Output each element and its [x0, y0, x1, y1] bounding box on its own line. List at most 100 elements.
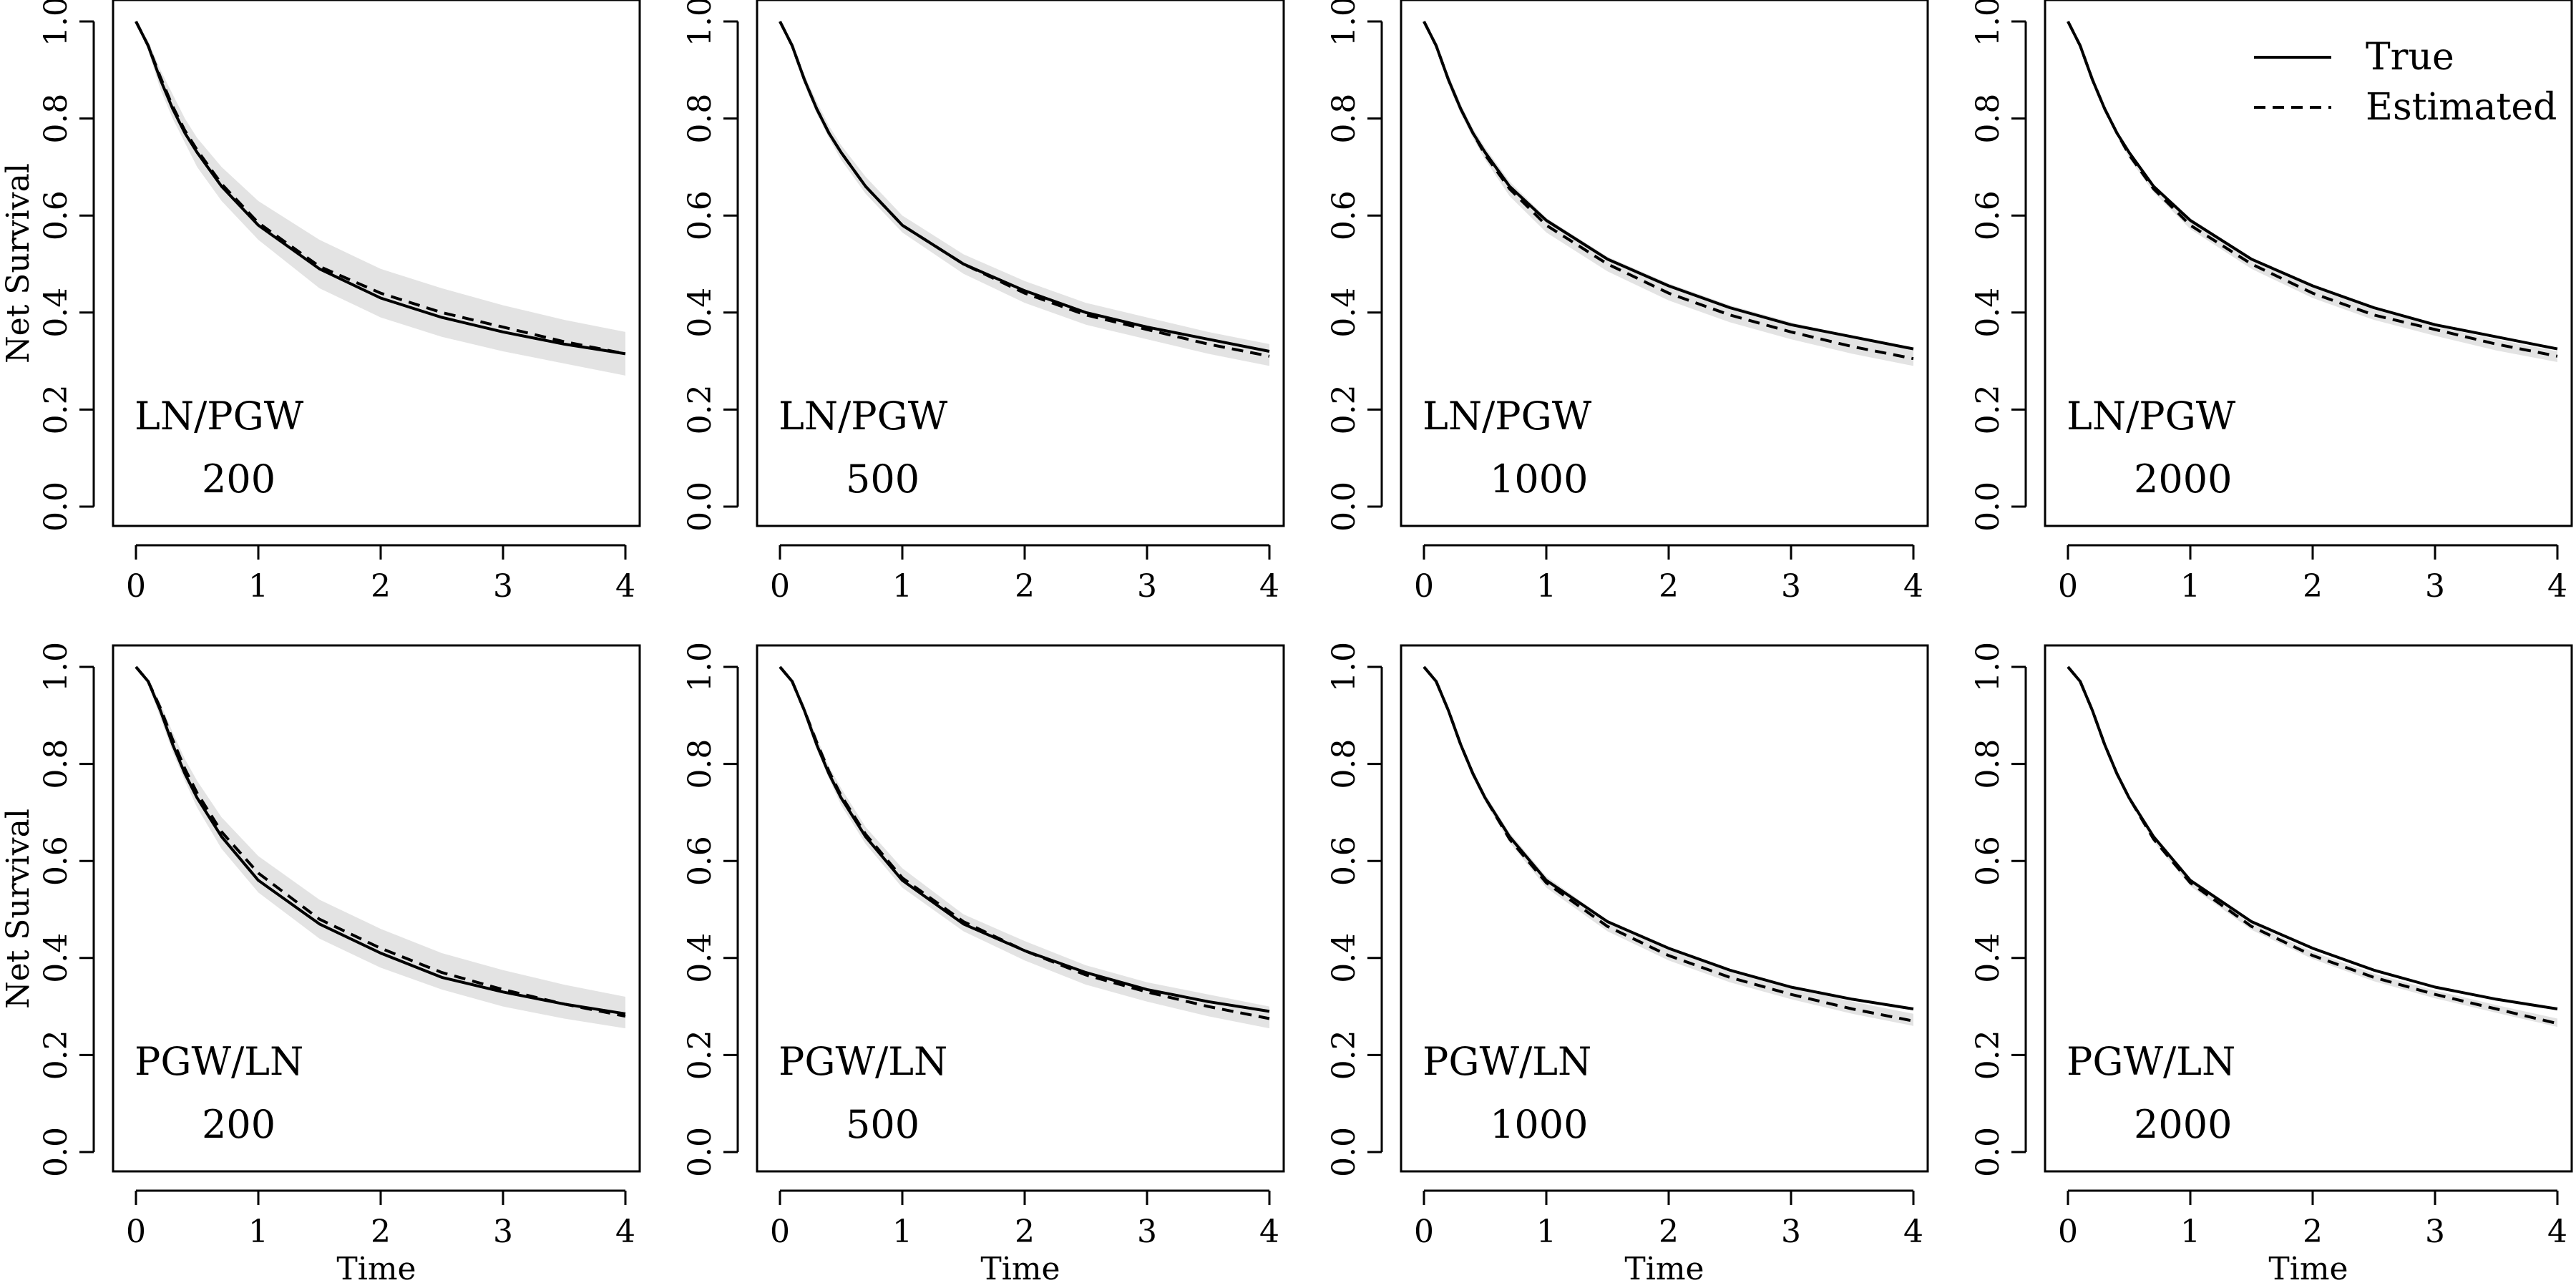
estimated-line: [779, 21, 1270, 358]
panel-sample-size: 200: [202, 457, 275, 502]
panel-2: 0.0 0.2 0.4 0.6 0.8 1.0 0 1 2 3 4 LN/PGW 500: [682, 0, 1285, 605]
x-tick-label: 2: [1015, 1214, 1035, 1250]
true-line: [135, 21, 626, 356]
x-tick-label: 0: [1414, 1214, 1434, 1250]
x-tick-label: 2: [1015, 568, 1035, 605]
y-tick-label: 1.0: [1326, 642, 1362, 692]
y-tick-label: 0.4: [1326, 933, 1362, 983]
panel-1: 0.0 0.2 0.4 0.6 0.8 1.0 0 1 2 3 4 LN/PGW 200: [38, 0, 641, 605]
y-tick-label: 1.0: [682, 0, 718, 47]
x-axis-label: Time: [980, 1251, 1060, 1287]
y-tick-label: 0.4: [1326, 288, 1362, 338]
panel-5: 0.0 0.2 0.4 0.6 0.8 1.0 0 1 2 3 4 Time PGW/LN 200: [38, 642, 641, 1287]
confidence-band: [780, 667, 1269, 1029]
y-tick-label: 0.6: [1326, 836, 1362, 886]
x-tick-label: 4: [2547, 568, 2567, 605]
x-tick-label: 3: [2425, 1214, 2445, 1250]
x-tick-label: 2: [1659, 1214, 1679, 1250]
y-tick-label: 0.2: [1326, 1030, 1362, 1080]
x-tick-label: 0: [770, 1214, 790, 1250]
y-tick-label: 0.8: [1326, 94, 1362, 144]
panel-model-label: PGW/LN: [779, 1039, 947, 1084]
panel-4: 0.0 0.2 0.4 0.6 0.8 1.0 0 1 2 3 4 LN/PGW 2000: [1970, 0, 2573, 605]
x-tick-label: 3: [2425, 568, 2445, 605]
x-axis-label: Time: [2268, 1251, 2348, 1287]
x-tick-label: 1: [248, 1214, 268, 1250]
legend-true-label: True: [2366, 36, 2454, 79]
estimated-line: [135, 21, 626, 356]
x-tick-label: 0: [126, 568, 146, 605]
y-tick-label: 0.0: [1326, 1127, 1362, 1177]
x-tick-label: 1: [892, 1214, 912, 1250]
panel-model-label: PGW/LN: [1423, 1039, 1591, 1084]
panel-6: 0.0 0.2 0.4 0.6 0.8 1.0 0 1 2 3 4 Time PGW/LN 500: [682, 642, 1285, 1287]
panel-sample-size: 200: [202, 1102, 275, 1147]
y-tick-label: 1.0: [38, 642, 74, 692]
estimated-line: [1423, 665, 1914, 1023]
y-axis-label: Net Survival: [0, 809, 36, 1009]
x-tick-label: 1: [1536, 1214, 1556, 1250]
x-tick-label: 4: [1903, 1214, 1923, 1250]
x-tick-label: 2: [2303, 1214, 2323, 1250]
x-tick-label: 4: [615, 568, 635, 605]
x-tick-label: 1: [248, 568, 268, 605]
y-tick-label: 0.6: [1970, 190, 2006, 240]
x-tick-label: 0: [2058, 1214, 2078, 1250]
x-tick-label: 2: [371, 1214, 391, 1250]
x-tick-label: 1: [1536, 568, 1556, 605]
x-tick-label: 4: [615, 1214, 635, 1250]
y-tick-label: 0.6: [38, 836, 74, 886]
panel-model-label: LN/PGW: [2067, 394, 2236, 439]
estimated-line: [2067, 665, 2558, 1025]
legend: True Estimated: [2254, 36, 2557, 129]
confidence-band: [1424, 21, 1913, 366]
x-tick-label: 3: [493, 568, 513, 605]
x-tick-label: 1: [2180, 1214, 2200, 1250]
y-tick-label: 0.2: [1970, 384, 2006, 434]
confidence-band: [2068, 667, 2557, 1028]
x-tick-label: 3: [1137, 568, 1157, 605]
panel-model-label: LN/PGW: [779, 394, 948, 439]
panel-model-label: PGW/LN: [2067, 1039, 2235, 1084]
y-tick-label: 1.0: [1326, 0, 1362, 47]
panel-3: 0.0 0.2 0.4 0.6 0.8 1.0 0 1 2 3 4 LN/PGW 1000: [1326, 0, 1929, 605]
panel-8: 0.0 0.2 0.4 0.6 0.8 1.0 0 1 2 3 4 Time PGW/LN 2000: [1970, 642, 2573, 1287]
y-tick-label: 0.8: [682, 739, 718, 789]
panel-sample-size: 500: [846, 1102, 919, 1147]
y-tick-label: 0.6: [682, 190, 718, 240]
y-tick-label: 0.8: [1970, 94, 2006, 144]
y-tick-label: 0.4: [1970, 933, 2006, 983]
y-tick-label: 0.6: [38, 190, 74, 240]
y-tick-label: 0.0: [682, 482, 718, 532]
x-tick-label: 4: [2547, 1214, 2567, 1250]
confidence-band: [780, 21, 1269, 366]
y-tick-label: 0.8: [38, 94, 74, 144]
plot-frame: [1400, 644, 1929, 1173]
true-line: [1423, 21, 1914, 351]
x-tick-label: 3: [1137, 1214, 1157, 1250]
confidence-band: [136, 21, 625, 376]
y-tick-label: 0.4: [38, 288, 74, 338]
true-line: [2067, 21, 2558, 351]
x-tick-label: 2: [1659, 568, 1679, 605]
y-tick-label: 1.0: [38, 0, 74, 47]
confidence-band: [136, 667, 625, 1029]
y-tick-label: 0.6: [682, 836, 718, 886]
y-tick-label: 0.2: [682, 384, 718, 434]
confidence-band: [2068, 21, 2557, 362]
y-tick-label: 0.4: [682, 288, 718, 338]
plot-frame: [2044, 644, 2573, 1173]
x-tick-label: 0: [126, 1214, 146, 1250]
y-tick-label: 0.0: [38, 1127, 74, 1177]
y-tick-label: 0.0: [1970, 482, 2006, 532]
panel-sample-size: 2000: [2134, 1102, 2232, 1147]
y-tick-label: 1.0: [1970, 642, 2006, 692]
x-tick-label: 2: [2303, 568, 2323, 605]
x-tick-label: 0: [770, 568, 790, 605]
y-tick-label: 0.4: [38, 933, 74, 983]
x-tick-label: 1: [2180, 568, 2200, 605]
estimated-line: [135, 665, 626, 1018]
panel-sample-size: 2000: [2134, 457, 2232, 502]
y-tick-label: 0.2: [682, 1030, 718, 1080]
y-tick-label: 0.0: [682, 1127, 718, 1177]
